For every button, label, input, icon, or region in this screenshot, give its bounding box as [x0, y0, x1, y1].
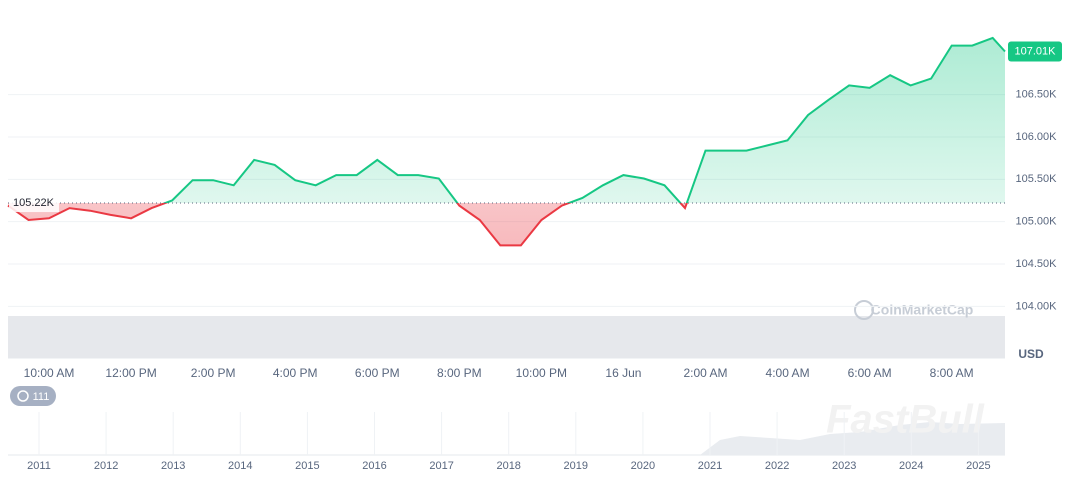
navigator-year: 2024 [899, 460, 923, 472]
current-price-badge [1008, 41, 1062, 62]
baseline-label-bg [9, 194, 59, 213]
navigator-year: 2020 [631, 460, 655, 472]
y-tick-label: 105.00K [1016, 216, 1058, 228]
x-tick-label: 4:00 AM [766, 366, 810, 380]
x-tick-label: 10:00 AM [24, 366, 75, 380]
navigator-year: 2011 [27, 460, 51, 472]
navigator-year: 2022 [765, 460, 789, 472]
navigator-year: 2015 [295, 460, 319, 472]
x-tick-label: 4:00 PM [273, 366, 318, 380]
y-tick-label: 105.50K [1016, 173, 1058, 185]
area-down [8, 203, 687, 246]
y-tick-label: 104.50K [1016, 258, 1058, 270]
x-tick-label: 6:00 PM [355, 366, 400, 380]
navigator-year: 2017 [429, 460, 453, 472]
navigator-year: 2019 [564, 460, 588, 472]
navigator-year: 2021 [698, 460, 722, 472]
volume-band [8, 316, 1005, 358]
x-tick-label: 6:00 AM [848, 366, 892, 380]
navigator-year: 2016 [362, 460, 386, 472]
navigator-area [700, 422, 1005, 455]
x-tick-label: 8:00 AM [930, 366, 974, 380]
navigator-year: 2018 [496, 460, 520, 472]
x-tick-label: 16 Jun [605, 366, 641, 380]
events-badge-count[interactable]: 111 [33, 391, 50, 403]
y-tick-label: 104.00K [1016, 300, 1058, 312]
watermark: CoinMarketCap [871, 302, 974, 318]
navigator-year: 2012 [94, 460, 118, 472]
watermark-logo [854, 300, 874, 320]
x-tick-label: 2:00 PM [191, 366, 236, 380]
navigator-year: 2025 [966, 460, 990, 472]
brand-watermark: FastBull [826, 398, 985, 442]
current-price-label: 107.01K [1015, 45, 1057, 57]
price-line-up [162, 36, 1006, 204]
navigator-year: 2013 [161, 460, 185, 472]
x-tick-label: 12:00 PM [105, 366, 156, 380]
events-badge-icon [17, 390, 29, 402]
x-tick-label: 8:00 PM [437, 366, 482, 380]
currency-label: USD [1018, 347, 1044, 361]
price-line-down [7, 203, 688, 247]
y-tick-label: 106.00K [1016, 131, 1058, 143]
x-tick-label: 2:00 AM [683, 366, 727, 380]
navigator-year: 2014 [228, 460, 252, 472]
baseline-label: 105.22K [13, 197, 55, 209]
x-tick-label: 10:00 PM [516, 366, 567, 380]
y-tick-label: 106.50K [1016, 89, 1058, 101]
area-up [8, 37, 1005, 204]
navigator-year: 2023 [832, 460, 856, 472]
